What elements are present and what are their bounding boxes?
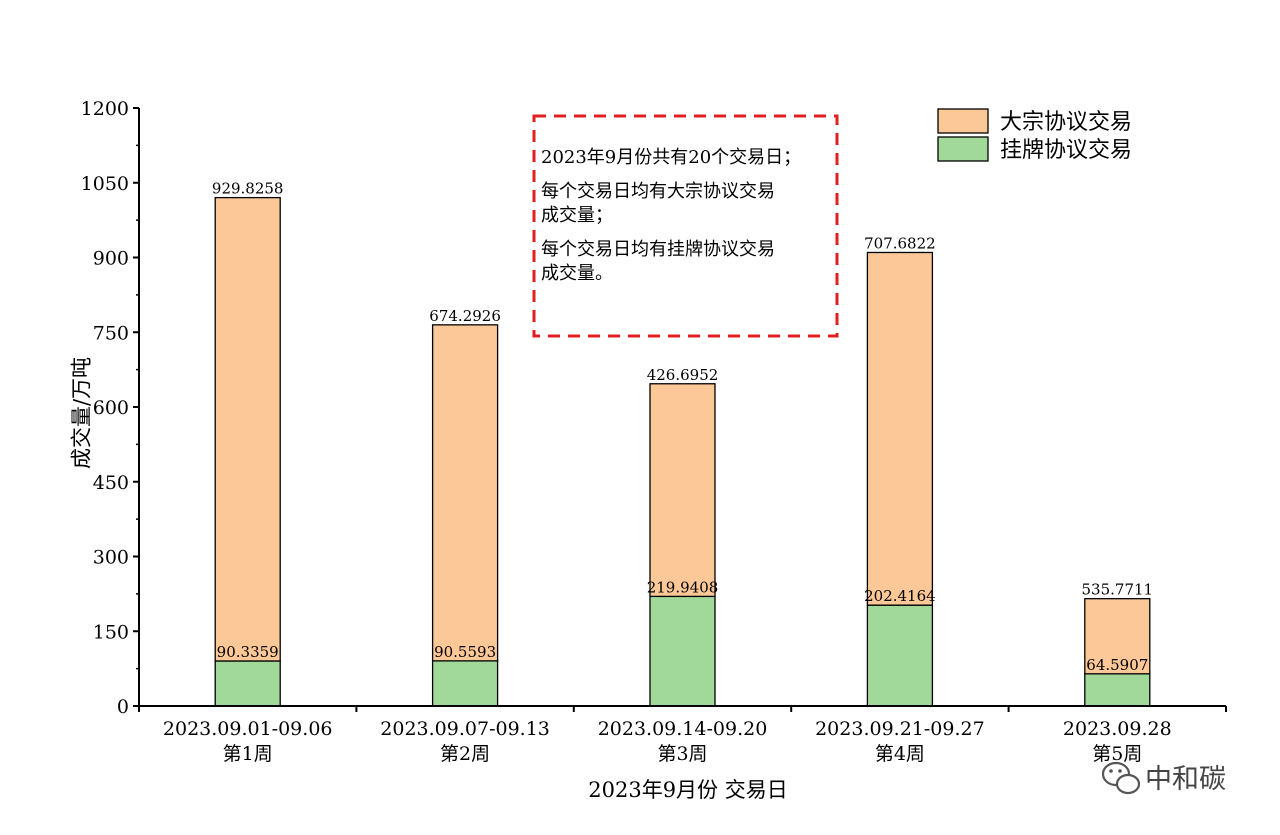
x-tick-label: 2023.09.28 bbox=[1063, 718, 1172, 740]
annotation-border bbox=[532, 114, 839, 338]
bar-block-2 bbox=[431, 324, 499, 662]
data-label: 535.7711 bbox=[1082, 581, 1154, 599]
bar-listed-1 bbox=[214, 660, 281, 707]
y-tick-label: 1050 bbox=[81, 173, 129, 195]
x-tick-label: 第2周 bbox=[440, 743, 490, 765]
bar-block-1 bbox=[214, 196, 281, 662]
watermark-text: 中和碳 bbox=[1145, 764, 1226, 795]
y-tick-label: 300 bbox=[93, 547, 129, 569]
bar-listed-5 bbox=[1084, 673, 1151, 707]
legend-label: 挂牌协议交易 bbox=[1000, 138, 1132, 163]
legend-swatch bbox=[937, 136, 989, 162]
x-tick-label: 第4周 bbox=[875, 743, 925, 765]
data-labels: 90.3359 929.8258 90.5593 674.2926 219.9408 42… bbox=[212, 180, 1153, 674]
data-label: 219.9408 bbox=[647, 578, 719, 596]
x-tick-label: 第1周 bbox=[223, 743, 273, 765]
annotation-line: 每个交易日均有大宗协议交易 bbox=[541, 181, 775, 202]
data-label: 707.6822 bbox=[864, 234, 936, 252]
data-label: 426.6952 bbox=[647, 366, 719, 384]
y-tick-label: 150 bbox=[93, 621, 129, 643]
x-tick-label: 第3周 bbox=[657, 743, 707, 765]
y-axis: 0 150 300 450 600 750 900 1050 1200 bbox=[81, 98, 140, 718]
legend-swatch bbox=[937, 108, 989, 134]
y-tick-label: 600 bbox=[93, 397, 129, 419]
bars-layer bbox=[214, 196, 1151, 707]
y-tick-label: 750 bbox=[93, 322, 129, 344]
data-label: 64.5907 bbox=[1086, 656, 1148, 674]
bar-block-4 bbox=[866, 251, 934, 606]
x-tick-label: 2023.09.21-09.27 bbox=[815, 718, 985, 740]
data-label: 674.2926 bbox=[429, 307, 501, 325]
watermark: 中和碳 bbox=[1101, 761, 1226, 795]
data-label: 202.4164 bbox=[864, 587, 936, 605]
data-label: 90.5593 bbox=[434, 643, 496, 661]
wechat-icon bbox=[1101, 761, 1141, 795]
x-tick-label: 第5周 bbox=[1092, 743, 1142, 765]
x-axis-title: 2023年9月份 交易日 bbox=[588, 778, 787, 802]
y-axis-title: 成交量/万吨 bbox=[70, 357, 94, 469]
x-tick-label: 2023.09.07-09.13 bbox=[380, 718, 550, 740]
bar-listed-4 bbox=[866, 604, 934, 707]
annotation-line: 每个交易日均有挂牌协议交易 bbox=[541, 239, 775, 260]
annotation-line: 成交量。 bbox=[541, 263, 613, 284]
y-tick-label: 0 bbox=[117, 696, 129, 718]
data-label: 90.3359 bbox=[217, 643, 279, 661]
y-tick-label: 450 bbox=[93, 472, 129, 494]
x-tick-label: 2023.09.14-09.20 bbox=[598, 718, 768, 740]
legend-label: 大宗协议交易 bbox=[1000, 110, 1132, 135]
bar-block-5 bbox=[1084, 598, 1151, 675]
annotation-line: 成交量； bbox=[541, 205, 613, 226]
bar-listed-3 bbox=[649, 595, 716, 707]
data-label: 929.8258 bbox=[212, 180, 284, 198]
y-tick-label: 1200 bbox=[81, 98, 129, 120]
x-axis: 2023.09.01-09.06 第1周 2023.09.07-09.13 第2周 20… bbox=[138, 705, 1227, 765]
bar-block-3 bbox=[649, 383, 716, 598]
y-tick-label: 900 bbox=[93, 248, 129, 270]
annotation-line: 2023年9月份共有20个交易日； bbox=[541, 147, 801, 168]
x-tick-label: 2023.09.01-09.06 bbox=[163, 718, 333, 740]
bar-listed-2 bbox=[431, 660, 499, 707]
